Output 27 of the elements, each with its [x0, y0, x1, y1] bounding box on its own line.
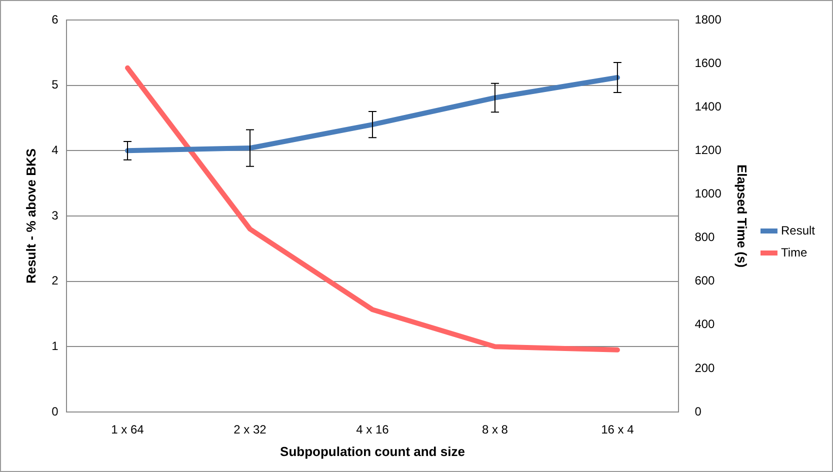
- y2-tick-label: 0: [694, 404, 702, 418]
- y2-tick-label: 400: [694, 317, 716, 332]
- y-tick-label: 0: [52, 404, 59, 418]
- y-axis-title: Result - % above BKS: [23, 148, 38, 284]
- y2-tick-label: 1600: [694, 56, 722, 70]
- x-tick-label: 8 x 8: [482, 422, 508, 437]
- y2-tick-label: 1200: [694, 142, 722, 157]
- y-tick-label: 6: [52, 12, 59, 26]
- y2-axis-title: Elapsed Time (s): [734, 164, 750, 268]
- y2-tick-label: 1000: [694, 186, 722, 201]
- y2-tick-label: 800: [694, 230, 716, 244]
- legend-label: Time: [780, 245, 808, 260]
- y-tick-label: 3: [52, 208, 59, 222]
- y-tick-label: 5: [52, 78, 59, 92]
- y-tick-label: 2: [52, 274, 59, 288]
- x-tick-label: 4 x 16: [356, 422, 390, 437]
- x-tick-label: 16 x 4: [601, 422, 634, 437]
- y2-tick-label: 600: [694, 274, 716, 288]
- x-tick-label: 1 x 64: [111, 422, 144, 437]
- x-axis-title: Subpopulation count and size: [280, 444, 465, 459]
- y2-tick-label: 1400: [694, 99, 722, 114]
- y-tick-label: 1: [52, 338, 59, 353]
- legend-label: Result: [780, 223, 816, 238]
- y2-tick-label: 200: [694, 360, 716, 375]
- y-tick-label: 4: [52, 142, 59, 157]
- y2-tick-label: 1800: [694, 12, 722, 26]
- x-tick-label: 2 x 32: [234, 422, 267, 437]
